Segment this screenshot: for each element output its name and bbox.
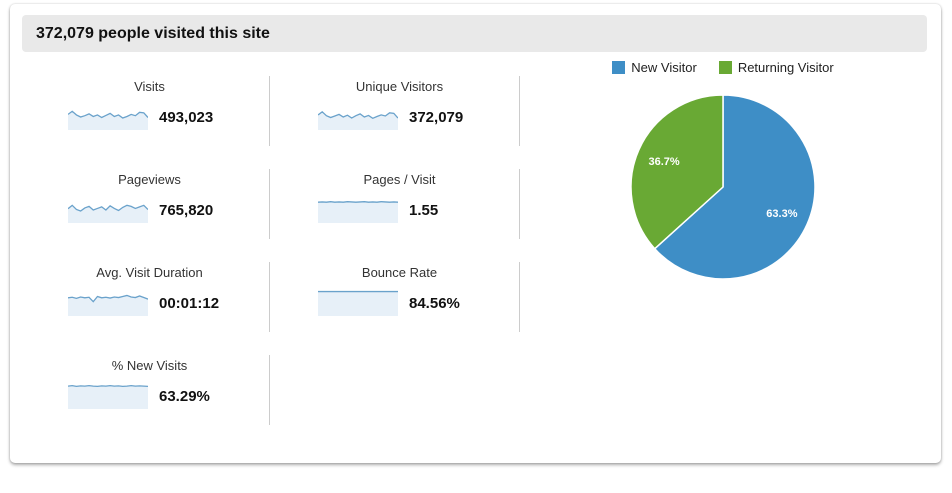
metric-pages-per-visit[interactable]: Pages / Visit 1.55: [280, 169, 520, 239]
pie-slice-new-visitor: [654, 94, 816, 280]
metric-label: Unique Visitors: [355, 79, 444, 94]
metric-sparkline-row: 1.55: [280, 197, 519, 223]
metric-sparkline-row: 765,820: [30, 197, 269, 223]
legend-item-new-visitor: New Visitor: [612, 60, 697, 75]
sparkline-area: [68, 295, 148, 316]
metric-label: Avg. Visit Duration: [96, 265, 203, 280]
sparkline-area: [68, 205, 148, 223]
sparkline-line: [68, 384, 148, 388]
sparkline-area: [318, 201, 398, 223]
metric-unique-visitors[interactable]: Unique Visitors 372,079: [280, 76, 520, 146]
sparkline-line: [318, 110, 398, 120]
sparkline-unique-visitors: [318, 110, 398, 130]
page-title: 372,079 people visited this site: [36, 25, 270, 42]
sparkline-avg-visit-duration: [68, 294, 148, 316]
metric-value: 84.56%: [409, 294, 460, 312]
metric-value: 1.55: [409, 201, 439, 219]
metric-label: % New Visits: [111, 358, 188, 373]
legend-swatch: [612, 61, 626, 74]
sparkline-area: [68, 111, 148, 130]
sparkline-area: [68, 385, 148, 409]
metric-sparkline-row: 00:01:12: [30, 290, 269, 316]
metric-sparkline-row: 372,079: [280, 104, 519, 130]
metric-pageviews[interactable]: Pageviews 765,820: [30, 169, 270, 239]
metric-value: 63.29%: [159, 387, 210, 405]
metric-percent-new-visits[interactable]: % New Visits 63.29%: [30, 355, 270, 425]
legend-item-returning-visitor: Returning Visitor: [718, 60, 834, 75]
metric-value: 372,079: [409, 108, 464, 126]
metric-label: Pageviews: [118, 172, 181, 187]
metric-bounce-rate[interactable]: Bounce Rate 84.56%: [280, 262, 520, 332]
report-card: 372,079 people visited this site Visits 4…: [10, 4, 941, 463]
metric-visits[interactable]: Visits 493,023: [30, 76, 270, 146]
metrics-grid: Visits 493,023 Unique Visitors 372,079 Pagev…: [30, 76, 520, 425]
sparkline-line: [318, 201, 398, 203]
metric-value: 493,023: [159, 108, 214, 126]
chart-legend: New Visitor Returning Visitor: [558, 60, 888, 75]
visitor-type-pie-chart: 63.3% 36.7%: [630, 94, 816, 280]
metric-label: Pages / Visit: [363, 172, 436, 187]
sparkline-bounce-rate: [318, 290, 398, 316]
sparkline-area: [318, 291, 398, 316]
sparkline-pages-per-visit: [318, 201, 398, 223]
pie-slice-label: 36.7%: [648, 156, 679, 168]
visitor-type-chart: New Visitor Returning Visitor 63.3% 36.7%: [558, 60, 888, 282]
sparkline-line: [68, 110, 148, 119]
metric-value: 00:01:12: [159, 294, 220, 312]
legend-label: New Visitor: [631, 60, 697, 75]
sparkline-pageviews: [68, 204, 148, 223]
sparkline-line: [68, 294, 148, 303]
legend-label: Returning Visitor: [737, 60, 834, 75]
metric-label: Bounce Rate: [361, 265, 438, 280]
pie-slice-label: 63.3%: [766, 208, 797, 220]
sparkline-line: [68, 204, 148, 212]
legend-swatch: [718, 61, 732, 74]
metric-sparkline-row: 63.29%: [30, 383, 269, 409]
metric-sparkline-row: 493,023: [30, 104, 269, 130]
metric-avg-visit-duration[interactable]: Avg. Visit Duration 00:01:12: [30, 262, 270, 332]
metric-label: Visits: [134, 79, 165, 94]
sparkline-percent-new-visits: [68, 384, 148, 409]
metric-value: 765,820: [159, 201, 214, 219]
report-title-bar: 372,079 people visited this site: [22, 15, 927, 52]
metric-sparkline-row: 84.56%: [280, 290, 519, 316]
sparkline-visits: [68, 110, 148, 130]
pie-slice-returning-visitor: [630, 94, 724, 250]
